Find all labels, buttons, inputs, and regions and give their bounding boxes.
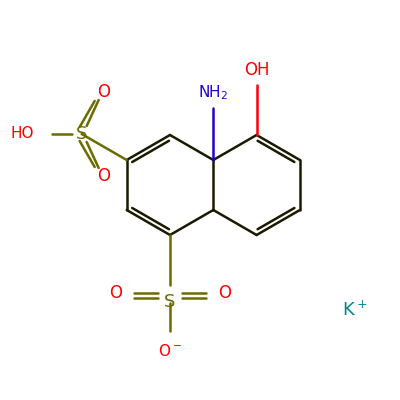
Text: O: O — [109, 284, 122, 302]
Text: NH$_2$: NH$_2$ — [198, 83, 228, 102]
Text: OH: OH — [244, 61, 269, 79]
Text: S: S — [164, 293, 176, 311]
Text: O: O — [218, 284, 231, 302]
Text: O: O — [97, 83, 110, 101]
Text: HO: HO — [10, 126, 34, 142]
Text: K$^+$: K$^+$ — [342, 300, 368, 320]
Text: O: O — [97, 167, 110, 185]
Text: O$^-$: O$^-$ — [158, 343, 182, 359]
Text: S: S — [76, 125, 87, 143]
